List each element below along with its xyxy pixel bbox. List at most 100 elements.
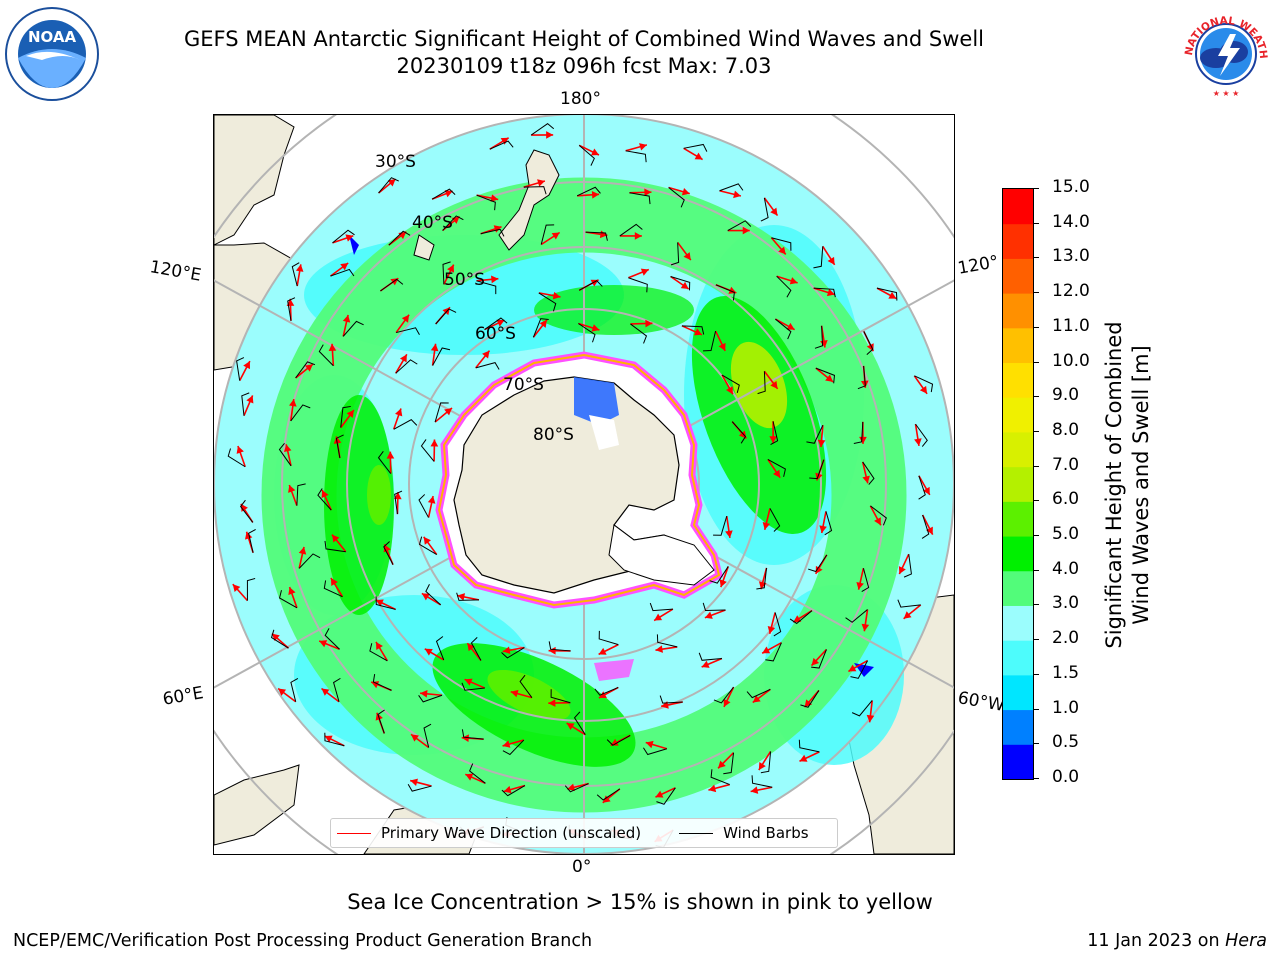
colorbar-label-line1: Significant Height of Combined <box>1102 321 1126 649</box>
wind-barb <box>469 763 486 784</box>
wave-arrow-head <box>701 660 710 668</box>
wave-arrow-head <box>770 380 778 389</box>
wave-arrow-head <box>424 648 433 656</box>
legend-wave-label: Primary Wave Direction (unscaled) <box>381 824 642 842</box>
colorbar-tick-label: 1.5 <box>1052 662 1080 683</box>
wave-arrow-head <box>750 786 759 794</box>
colorbar-label: Significant Height of Combined Wind Wave… <box>1101 321 1155 648</box>
colorbar-tick-label: 1.0 <box>1052 697 1080 718</box>
wind-barb <box>435 308 457 325</box>
legend-wave-item: Primary Wave Direction (unscaled) <box>337 824 641 842</box>
wind-barb <box>324 732 345 747</box>
wind-barb <box>824 511 833 536</box>
colorbar-tick-mark <box>1034 396 1039 398</box>
wind-barb <box>335 434 344 459</box>
wave-arrow-head <box>491 275 499 284</box>
wind-barb <box>861 568 870 593</box>
wind-barb <box>548 641 571 652</box>
wave-arrow-head <box>243 361 251 370</box>
map-panel <box>213 114 955 855</box>
wave-arrow-head <box>645 740 654 749</box>
wave-arrow-head <box>634 232 642 240</box>
wind-barb <box>324 628 340 650</box>
lat-label-80s: 80°S <box>533 425 574 445</box>
wind-barb <box>330 268 355 277</box>
wind-barb <box>418 694 443 703</box>
wave-arrow-head <box>548 646 556 655</box>
wave-arrow-head <box>457 593 466 601</box>
chart-subtitle: 20230109 t18z 096h fcst Max: 7.03 <box>396 54 772 78</box>
wave-arrow-head <box>866 343 874 352</box>
wind-barb <box>435 636 445 661</box>
wave-arrow-head <box>331 534 340 543</box>
wave-arrow-head <box>694 152 703 160</box>
wave-arrow-head <box>602 795 611 803</box>
wind-barb <box>903 554 912 578</box>
wind-barb <box>628 277 648 293</box>
wind-barb <box>484 317 508 330</box>
wind-barb <box>845 609 868 623</box>
footer-credit: NCEP/EMC/Verification Post Processing Pr… <box>13 931 593 951</box>
wave-arrow-head <box>304 364 313 372</box>
colorbar-segment <box>1003 293 1033 329</box>
wind-barb <box>731 421 747 444</box>
wind-barb <box>857 365 866 390</box>
wave-arrow-head <box>232 584 241 593</box>
wave-arrow-head <box>683 252 691 261</box>
wind-barb <box>578 144 595 166</box>
wave-arrow-head <box>769 436 777 444</box>
wave-arrow-head <box>399 354 407 363</box>
legend-barb-swatch <box>679 832 714 834</box>
wave-arrow-head <box>694 328 703 336</box>
wave-arrow-head <box>421 593 430 601</box>
wind-barb <box>372 674 392 691</box>
wind-barb <box>383 541 394 565</box>
wind-barb <box>814 325 824 349</box>
colorbar-tick-label: 8.0 <box>1052 419 1080 440</box>
wave-arrow-head <box>321 490 329 499</box>
wind-barb <box>789 610 813 625</box>
wind-barb <box>239 499 254 523</box>
wave-arrow-head <box>537 179 545 187</box>
wind-barb <box>681 325 705 335</box>
wave-arrow-head <box>733 190 741 199</box>
wind-barb <box>619 223 643 237</box>
colorbar-tick-mark <box>1034 222 1039 224</box>
wave-arrow-head <box>566 723 575 731</box>
lon-label-60e: 60°E <box>161 683 205 710</box>
wind-barb <box>434 402 449 423</box>
wave-arrow-head <box>817 439 826 448</box>
wave-arrow-head <box>704 611 713 619</box>
wind-barb <box>407 784 432 792</box>
colorbar-segment <box>1003 674 1033 711</box>
svg-text:★ ★ ★: ★ ★ ★ <box>1213 89 1240 98</box>
wave-arrow-head <box>654 613 663 621</box>
wave-arrow-head <box>333 436 342 444</box>
chart-title: GEFS MEAN Antarctic Significant Height o… <box>183 27 985 51</box>
wave-arrow-head <box>465 773 474 781</box>
wind-barb <box>380 278 404 292</box>
wave-arrow-head <box>815 565 823 574</box>
wind-barb <box>342 320 364 337</box>
wind-barb <box>596 788 621 801</box>
wind-barb <box>751 775 773 788</box>
wind-barb <box>388 230 411 246</box>
wind-barb <box>756 567 768 590</box>
wind-barb <box>418 494 429 518</box>
wave-arrow-head <box>799 754 808 762</box>
colorbar-tick-label: 3.0 <box>1052 593 1080 614</box>
wave-arrow-head <box>804 699 813 708</box>
wind-barb <box>850 660 869 679</box>
colorbar-tick-label: 5.0 <box>1052 524 1080 545</box>
colorbar-tick-label: 9.0 <box>1052 385 1080 406</box>
colorbar-tick-mark <box>1034 778 1039 779</box>
wind-barb <box>502 739 525 756</box>
wind-barb <box>396 327 420 335</box>
wind-barb <box>248 529 256 553</box>
wind-barb <box>727 220 752 231</box>
wave-arrow-head <box>640 268 649 276</box>
wave-arrow-head <box>726 386 733 395</box>
wind-barb <box>876 287 898 301</box>
wind-barb <box>377 451 392 474</box>
wind-barb <box>550 689 571 704</box>
